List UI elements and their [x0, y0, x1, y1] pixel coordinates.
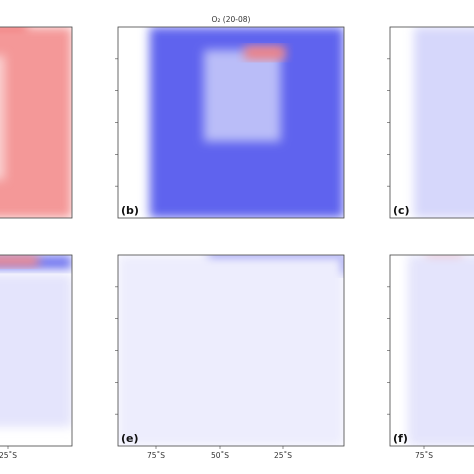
panel-b: (b) O₂ (20-08) [115, 15, 345, 219]
panel-f-label: (f) [393, 432, 408, 445]
panel-e-feature-1 [118, 255, 344, 446]
panel-d: 25˚S [0, 254, 73, 460]
panel-f-field [408, 255, 474, 446]
panel-d-field [0, 255, 72, 427]
panel-e-xtick-label: 75˚S [147, 451, 165, 460]
panel-b-feature-2 [244, 46, 286, 60]
panel-b-feature-1 [203, 49, 281, 142]
panel-c-label: (c) [393, 204, 410, 217]
panel-f: (f) 75˚S [387, 254, 474, 460]
panel-d-frame [0, 254, 73, 447]
panel-b-label: (b) [121, 204, 139, 217]
panel-a-feature-1 [0, 27, 72, 218]
panel-e-field [118, 255, 344, 446]
panel-a-field [0, 27, 72, 218]
panel-c-field [414, 27, 474, 218]
panel-d-feature-2 [0, 274, 72, 427]
panel-d-xtick-label: 25˚S [0, 451, 17, 460]
panel-f-xtick-label: 75˚S [415, 451, 433, 460]
panel-a-feature-2 [0, 55, 5, 180]
panel-e-xtick-label: 25˚S [274, 451, 292, 460]
panel-e-label: (e) [121, 432, 139, 445]
panel-b-title: O₂ (20-08) [212, 15, 251, 24]
panel-a-frame [0, 26, 73, 219]
panel-f-feature-1 [408, 255, 474, 446]
panels-layer: (b) O₂ (20-08) (c) 25˚S (e) 75˚S 50˚S 25˚S (f) 75… [0, 15, 474, 460]
panel-e: (e) 75˚S 50˚S 25˚S [115, 254, 345, 460]
panel-a [0, 26, 73, 219]
panel-b-field [149, 27, 344, 218]
panel-d-feature-1 [0, 255, 39, 267]
panel-c: (c) [387, 26, 474, 219]
panel-e-xtick-label: 50˚S [211, 451, 229, 460]
panel-c-feature-0 [414, 27, 474, 218]
